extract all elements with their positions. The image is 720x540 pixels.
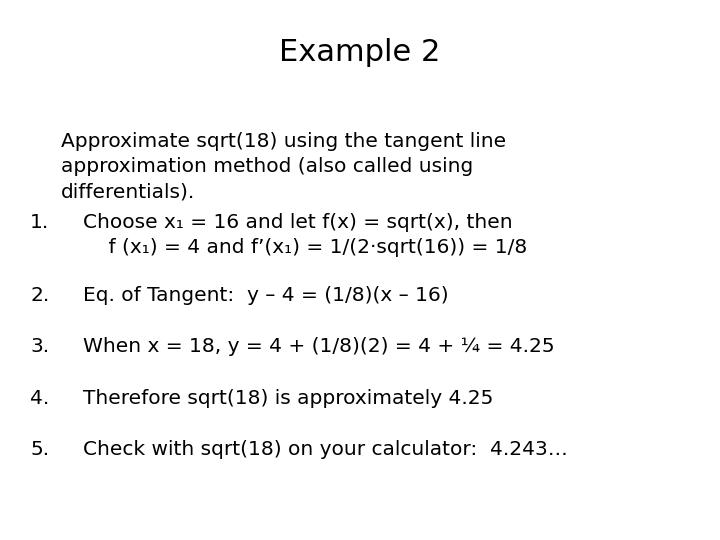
Text: 5.: 5. [30, 440, 50, 459]
Text: Therefore sqrt(18) is approximately 4.25: Therefore sqrt(18) is approximately 4.25 [83, 389, 493, 408]
Text: Approximate sqrt(18) using the tangent line
approximation method (also called us: Approximate sqrt(18) using the tangent l… [61, 132, 506, 201]
Text: Choose x₁ = 16 and let f(x) = sqrt(x), then
    f (x₁) = 4 and f’(x₁) = 1/(2‧sqr: Choose x₁ = 16 and let f(x) = sqrt(x), t… [83, 213, 527, 257]
Text: When x = 18, y = 4 + (1/8)(2) = 4 + ¼ = 4.25: When x = 18, y = 4 + (1/8)(2) = 4 + ¼ = … [83, 338, 554, 356]
Text: 4.: 4. [30, 389, 50, 408]
Text: Check with sqrt(18) on your calculator:  4.243…: Check with sqrt(18) on your calculator: … [83, 440, 567, 459]
Text: 2.: 2. [30, 286, 50, 305]
Text: 3.: 3. [30, 338, 50, 356]
Text: Eq. of Tangent:  y – 4 = (1/8)(x – 16): Eq. of Tangent: y – 4 = (1/8)(x – 16) [83, 286, 449, 305]
Text: Example 2: Example 2 [279, 38, 441, 67]
Text: 1.: 1. [30, 213, 50, 232]
